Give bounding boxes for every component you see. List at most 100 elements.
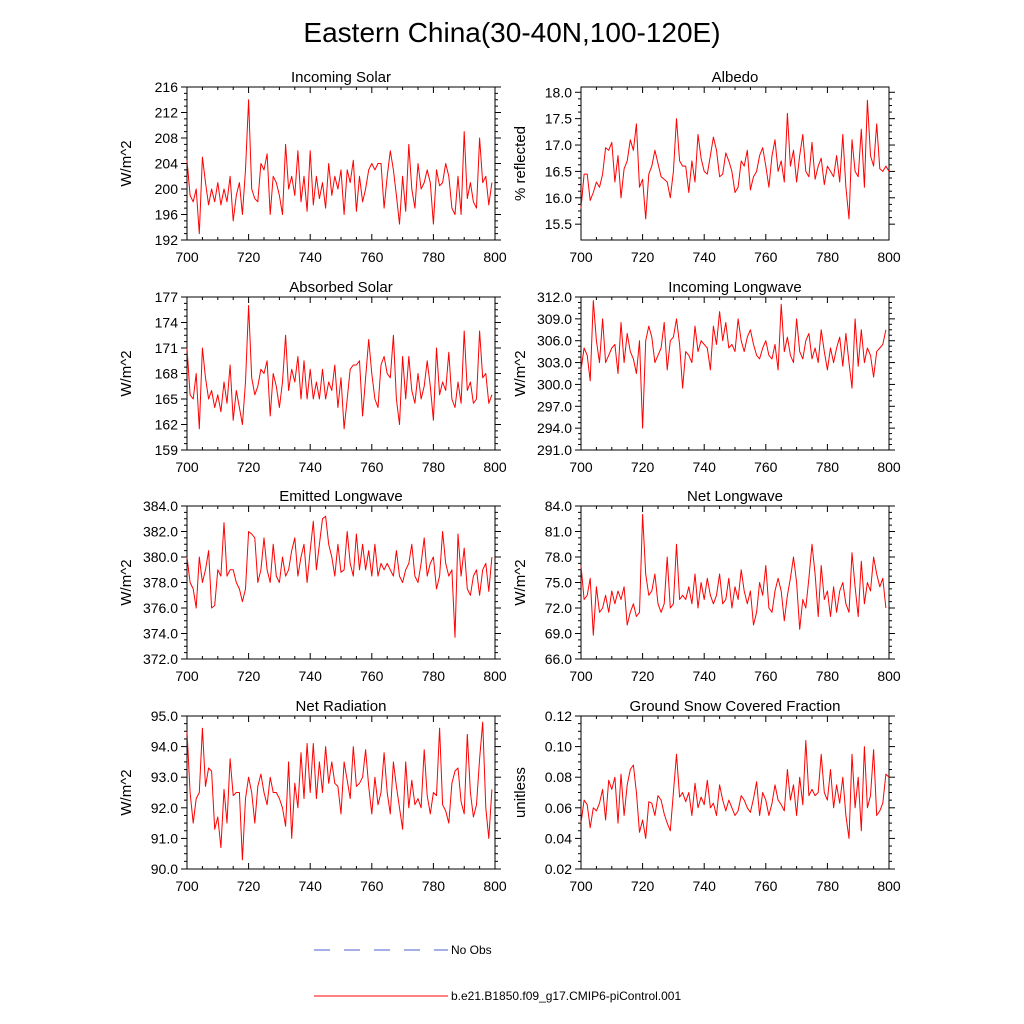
- x-tick-label: 700: [175, 459, 199, 475]
- y-tick-label: 95.0: [151, 708, 178, 724]
- x-tick-label: 800: [483, 459, 507, 475]
- y-tick-label: 66.0: [545, 651, 572, 667]
- y-tick-label: 18.0: [545, 84, 572, 100]
- y-tick-label: 177: [155, 289, 179, 305]
- x-tick-label: 780: [816, 249, 840, 265]
- x-tick-label: 740: [693, 668, 717, 684]
- panel-title: Ground Snow Covered Fraction: [630, 698, 841, 715]
- x-tick-label: 800: [483, 878, 507, 894]
- x-tick-label: 720: [237, 878, 261, 894]
- plot-frame: [580, 715, 890, 870]
- y-axis-label: W/m^2: [118, 350, 135, 396]
- panel-title: Incoming Solar: [291, 69, 391, 86]
- x-tick-label: 760: [360, 878, 384, 894]
- y-tick-label: 0.08: [545, 769, 572, 785]
- y-tick-label: 192: [155, 232, 179, 248]
- panel-title: Net Radiation: [296, 698, 387, 715]
- y-tick-label: 0.06: [545, 800, 572, 816]
- chart-panel-4: Incoming Longwave 700 720 740 760 780 800 291.0…: [512, 279, 901, 475]
- x-tick-label: 700: [175, 878, 199, 894]
- series-line-1: [186, 721, 493, 861]
- y-tick-label: 16.5: [545, 163, 572, 179]
- y-tick-label: 312.0: [537, 289, 572, 305]
- x-tick-label: 720: [237, 249, 261, 265]
- series-line-1: [186, 515, 493, 638]
- y-axis-label: unitless: [512, 767, 529, 818]
- x-tick-label: 740: [299, 249, 323, 265]
- plot-frame: [580, 86, 890, 241]
- panel-title: Absorbed Solar: [289, 279, 392, 296]
- chart-panel-2: Albedo 700 720 740 760 780 800 15.5 16.0 16.5 17.0…: [512, 69, 901, 265]
- x-tick-label: 760: [754, 878, 778, 894]
- x-tick-label: 760: [360, 459, 384, 475]
- y-tick-label: 84.0: [545, 498, 572, 514]
- x-tick-label: 700: [175, 249, 199, 265]
- x-tick-label: 760: [754, 668, 778, 684]
- x-tick-label: 720: [631, 459, 655, 475]
- series-line-1: [580, 514, 887, 636]
- x-tick-label: 720: [237, 459, 261, 475]
- series-line-1: [580, 740, 890, 839]
- series-line-1: [580, 99, 890, 220]
- y-tick-label: 374.0: [143, 626, 178, 642]
- x-tick-label: 700: [569, 249, 593, 265]
- y-tick-label: 212: [155, 105, 179, 121]
- x-tick-label: 780: [422, 878, 446, 894]
- plot-frame: [580, 296, 890, 451]
- x-tick-label: 780: [422, 249, 446, 265]
- y-tick-label: 159: [155, 442, 179, 458]
- figure-title: Eastern China(30-40N,100-120E): [303, 17, 720, 48]
- y-tick-label: 93.0: [151, 769, 178, 785]
- y-tick-label: 174: [155, 315, 179, 331]
- y-axis-label: W/m^2: [118, 559, 135, 605]
- y-tick-label: 297.0: [537, 398, 572, 414]
- y-tick-label: 291.0: [537, 442, 572, 458]
- x-tick-label: 740: [693, 878, 717, 894]
- x-tick-label: 720: [631, 878, 655, 894]
- x-tick-label: 720: [631, 668, 655, 684]
- x-tick-label: 700: [569, 668, 593, 684]
- y-tick-label: 91.0: [151, 830, 178, 846]
- y-tick-label: 309.0: [537, 311, 572, 327]
- x-tick-label: 800: [483, 249, 507, 265]
- x-tick-label: 780: [422, 668, 446, 684]
- y-tick-label: 306.0: [537, 333, 572, 349]
- y-tick-label: 204: [155, 156, 179, 172]
- y-tick-label: 69.0: [545, 626, 572, 642]
- y-tick-label: 17.5: [545, 111, 572, 127]
- x-tick-label: 800: [877, 878, 901, 894]
- x-tick-label: 740: [693, 249, 717, 265]
- panel-title: Albedo: [712, 69, 759, 86]
- chart-panel-1: Incoming Solar 700 720 740 760 780 800 192 196 20…: [118, 69, 507, 265]
- legend: No Obs b.e21.B1850.f09_g17.CMIP6-piContr…: [314, 943, 681, 1003]
- x-tick-label: 800: [877, 459, 901, 475]
- chart-panel-7: Net Radiation 700 720 740 760 780 800 90.0 91.0 9…: [118, 698, 507, 894]
- panel-title: Incoming Longwave: [668, 279, 801, 296]
- x-tick-label: 760: [754, 459, 778, 475]
- x-tick-label: 720: [237, 668, 261, 684]
- chart-panel-5: Emitted Longwave 700 720 740 760 780 800 372.0 3…: [118, 488, 507, 684]
- y-axis-label: W/m^2: [512, 350, 529, 396]
- x-tick-label: 760: [360, 249, 384, 265]
- y-tick-label: 382.0: [143, 524, 178, 540]
- y-tick-label: 208: [155, 130, 179, 146]
- y-tick-label: 294.0: [537, 420, 572, 436]
- y-axis-label: % reflected: [512, 126, 529, 201]
- panel-title: Emitted Longwave: [279, 488, 402, 505]
- x-tick-label: 740: [693, 459, 717, 475]
- y-tick-label: 16.0: [545, 190, 572, 206]
- chart-panel-6: Net Longwave 700 720 740 760 780 800 66.0 69.0 72…: [512, 488, 901, 684]
- y-tick-label: 81.0: [545, 524, 572, 540]
- chart-panel-8: Ground Snow Covered Fraction 700 720 740 760…: [512, 698, 901, 894]
- x-tick-label: 780: [816, 878, 840, 894]
- series-line-1: [580, 300, 887, 429]
- x-tick-label: 700: [569, 459, 593, 475]
- x-tick-label: 740: [299, 878, 323, 894]
- x-tick-label: 800: [877, 668, 901, 684]
- legend-label-model: b.e21.B1850.f09_g17.CMIP6-piControl.001: [451, 989, 681, 1003]
- y-tick-label: 92.0: [151, 800, 178, 816]
- panels-container: Incoming Solar 700 720 740 760 780 800 192 196 20…: [118, 69, 901, 894]
- y-tick-label: 300.0: [537, 376, 572, 392]
- y-axis-label: W/m^2: [118, 140, 135, 186]
